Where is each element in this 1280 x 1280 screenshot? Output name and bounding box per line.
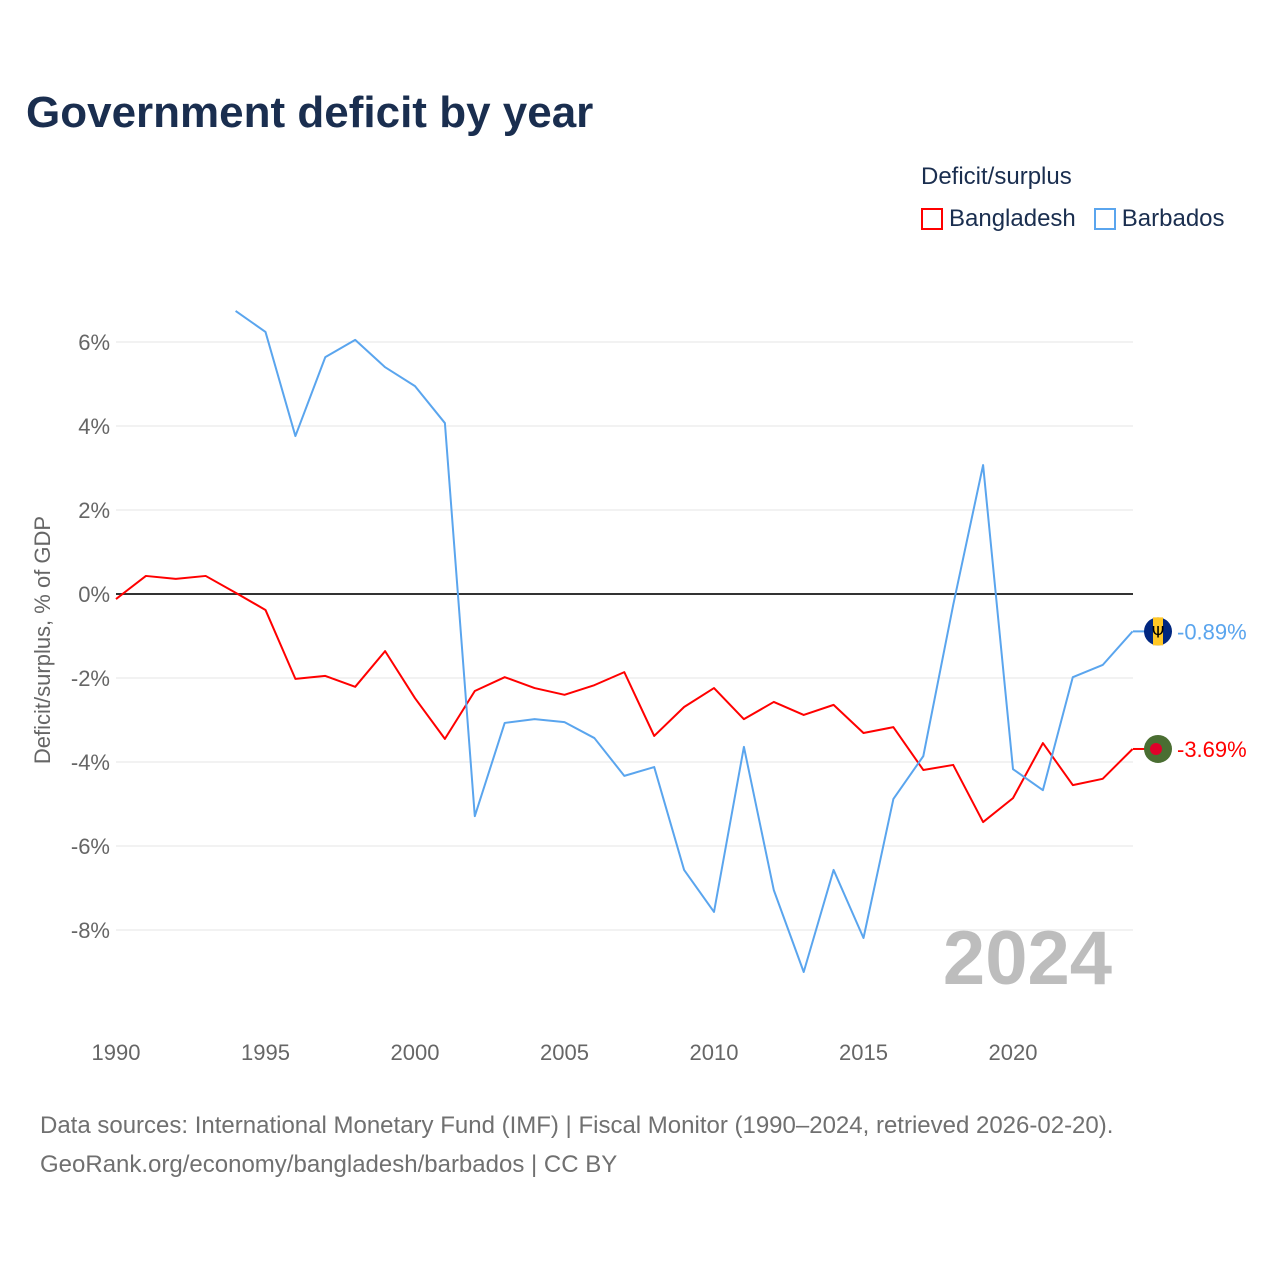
legend-label: Barbados	[1121, 205, 1225, 232]
y-tick-label: 2%	[78, 498, 110, 523]
flag-disc	[1150, 742, 1162, 755]
end-value-label: -3.69%	[1177, 737, 1247, 762]
y-tick-label: -6%	[71, 834, 110, 859]
chart-title: Government deficit by year	[26, 88, 594, 137]
trident-icon: Ψ	[1152, 622, 1165, 641]
x-tick-label: 2010	[690, 1040, 739, 1065]
y-tick-label: -4%	[71, 750, 110, 775]
legend: Bangladesh Barbados	[921, 205, 1225, 233]
legend-swatch	[921, 208, 943, 230]
x-tick-label: 2005	[540, 1040, 589, 1065]
y-tick-label: -8%	[71, 918, 110, 943]
source-note: Data sources: International Monetary Fun…	[40, 1112, 1114, 1139]
footer: Data sources: International Monetary Fun…	[40, 1106, 1113, 1184]
y-tick-label: -2%	[71, 666, 110, 691]
x-tick-label: 2015	[839, 1040, 888, 1065]
year-watermark: 2024	[943, 916, 1112, 1001]
x-tick-label: 1990	[92, 1040, 141, 1065]
series-line-barbados	[235, 310, 1134, 973]
x-tick-label: 2000	[391, 1040, 440, 1065]
legend-label: Bangladesh	[949, 205, 1076, 232]
legend-item-barbados[interactable]: Barbados	[1093, 205, 1225, 233]
flag-stripe	[1153, 617, 1163, 646]
x-tick-label: 1995	[241, 1040, 290, 1065]
series-line-bangladesh	[115, 574, 1134, 824]
x-tick-label: 2020	[989, 1040, 1038, 1065]
attribution-link[interactable]: GeoRank.org/economy/bangladesh/barbados …	[40, 1151, 618, 1178]
legend-item-bangladesh[interactable]: Bangladesh	[921, 205, 1076, 233]
y-tick-label: 0%	[78, 582, 110, 607]
y-axis-label: Deficit/surplus, % of GDP	[30, 516, 55, 764]
end-value-label: -0.89%	[1177, 619, 1247, 644]
y-tick-label: 4%	[78, 414, 110, 439]
y-tick-label: 6%	[78, 330, 110, 355]
legend-title: Deficit/surplus	[921, 163, 1072, 190]
legend-swatch	[1093, 208, 1116, 230]
